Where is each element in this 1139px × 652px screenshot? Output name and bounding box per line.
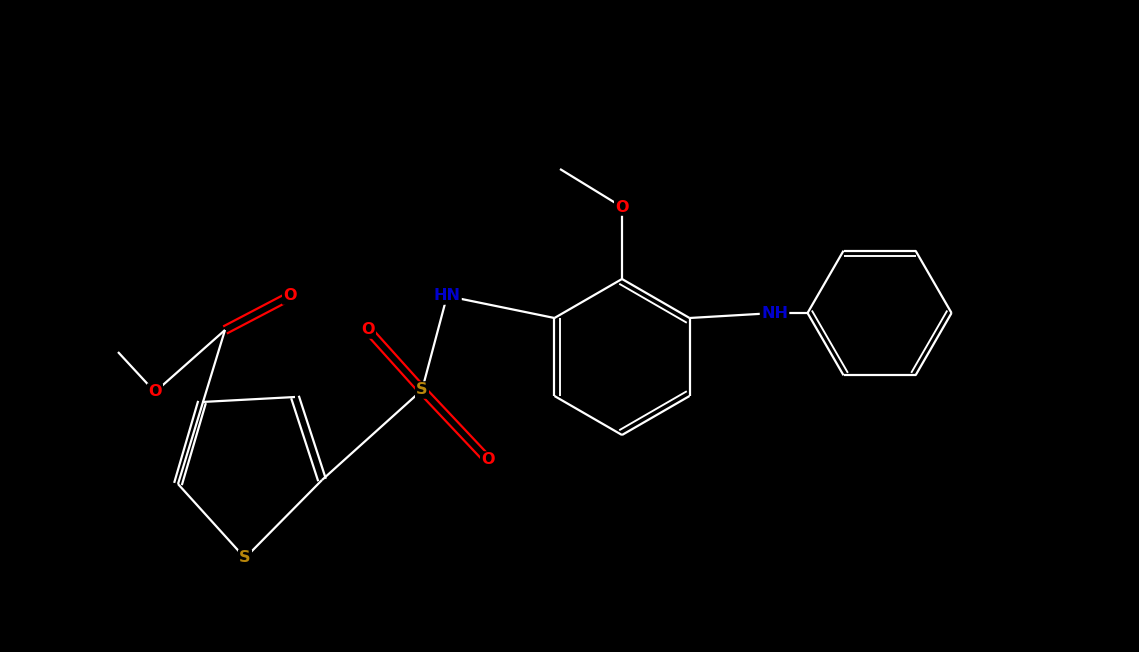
Text: S: S — [239, 550, 251, 565]
Text: NH: NH — [761, 306, 788, 321]
Text: O: O — [148, 385, 162, 400]
Text: O: O — [482, 452, 494, 467]
Text: HN: HN — [434, 288, 460, 303]
Text: O: O — [284, 288, 297, 303]
Text: O: O — [361, 323, 375, 338]
Text: O: O — [615, 200, 629, 215]
Text: S: S — [416, 383, 428, 398]
